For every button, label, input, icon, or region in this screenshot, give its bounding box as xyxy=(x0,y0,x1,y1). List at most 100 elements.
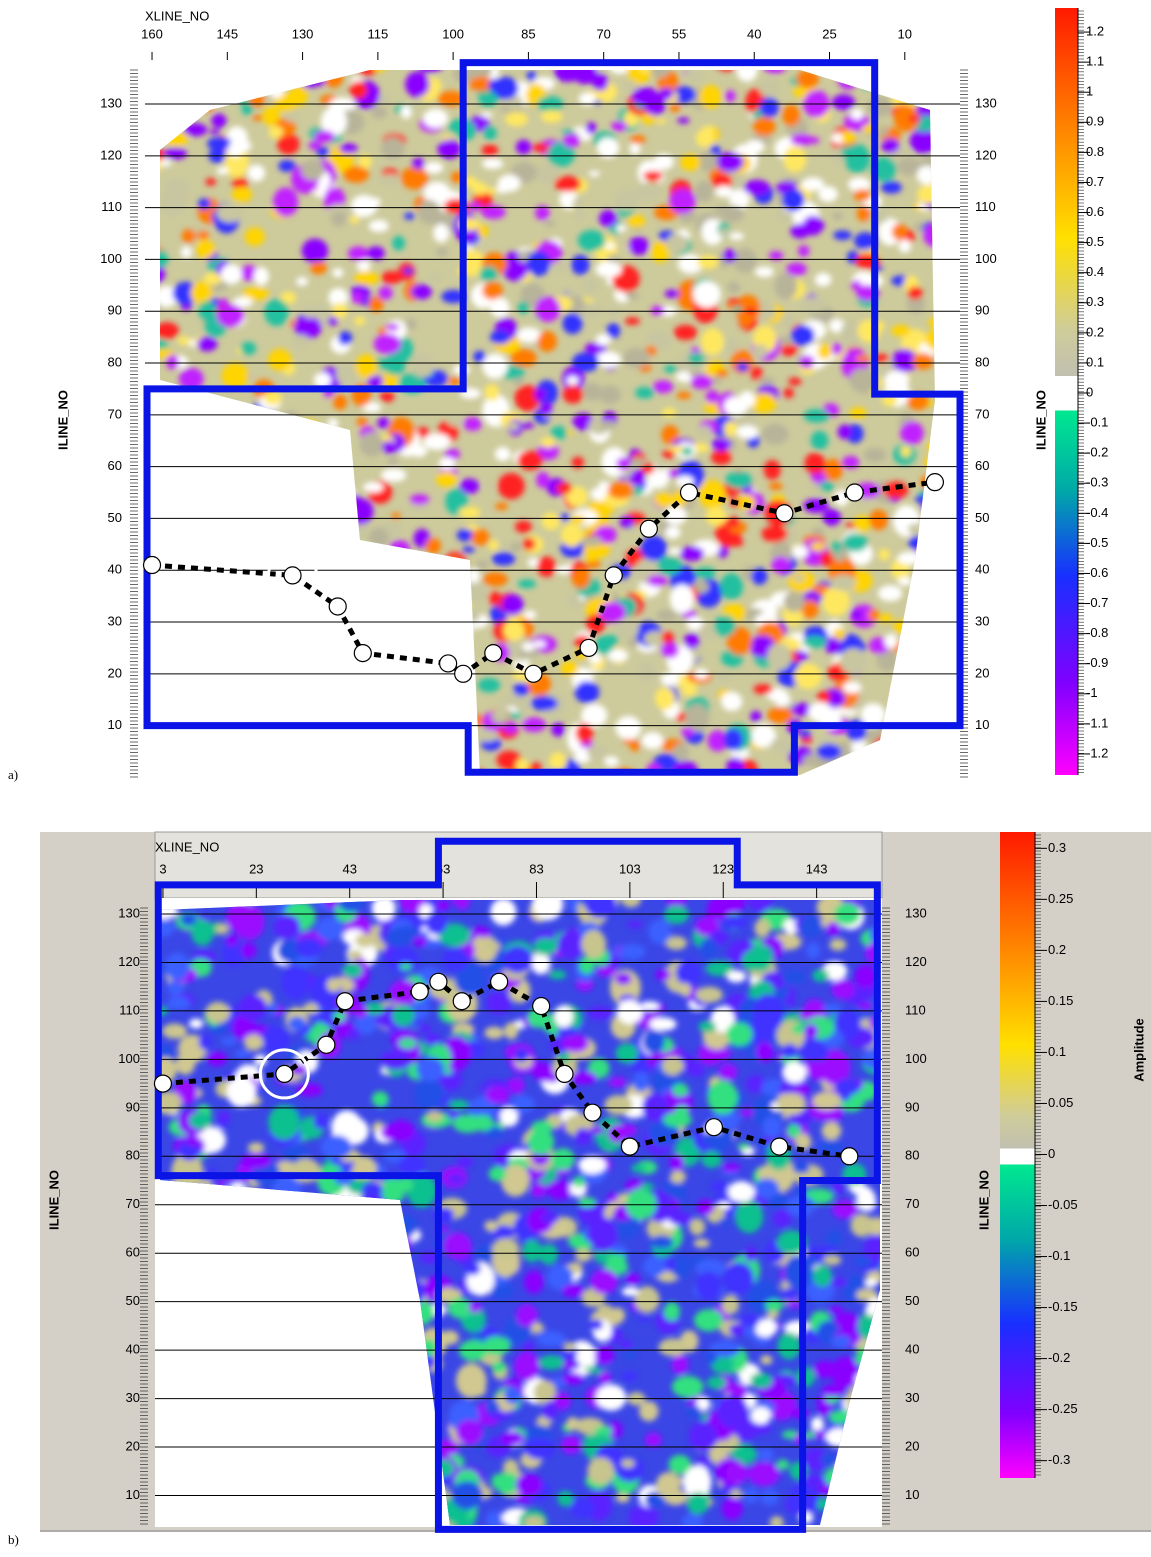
texture-blob xyxy=(927,610,935,622)
texture-blob xyxy=(619,516,635,529)
texture-blob xyxy=(482,281,503,300)
texture-blob xyxy=(356,417,368,427)
colorbar-tick-label: 0.1 xyxy=(1086,354,1104,369)
texture-blob xyxy=(655,969,671,981)
texture-blob xyxy=(735,1200,764,1234)
texture-blob xyxy=(458,604,474,612)
texture-blob xyxy=(840,320,864,348)
texture-blob xyxy=(693,1238,710,1248)
texture-blob xyxy=(227,510,252,538)
texture-blob xyxy=(850,1213,874,1237)
texture-blob xyxy=(899,75,921,92)
texture-blob xyxy=(850,108,864,120)
texture-blob xyxy=(255,496,278,518)
texture-blob xyxy=(534,296,561,323)
texture-blob xyxy=(490,1225,516,1240)
texture-blob xyxy=(273,914,301,940)
texture-blob xyxy=(274,70,302,79)
texture-blob xyxy=(302,1002,319,1015)
texture-blob xyxy=(561,1284,585,1298)
horizon-point xyxy=(604,566,623,585)
texture-blob xyxy=(277,938,302,963)
texture-blob xyxy=(284,410,299,425)
texture-blob xyxy=(437,139,461,160)
texture-blob xyxy=(663,905,690,925)
texture-blob xyxy=(565,486,589,507)
x-tick-label: 100 xyxy=(442,26,464,41)
texture-blob xyxy=(629,739,641,752)
texture-blob xyxy=(195,239,215,259)
texture-blob xyxy=(921,706,932,718)
texture-blob xyxy=(279,684,301,706)
x-tick-label: 55 xyxy=(672,26,686,41)
texture-blob xyxy=(424,161,444,174)
texture-blob xyxy=(523,331,541,342)
texture-blob xyxy=(288,1016,307,1032)
texture-blob xyxy=(439,1096,452,1103)
texture-blob xyxy=(791,1024,805,1035)
texture-blob xyxy=(328,513,353,531)
texture-blob xyxy=(561,1359,577,1370)
texture-blob xyxy=(256,493,271,503)
texture-blob xyxy=(757,376,775,386)
texture-blob xyxy=(782,104,801,127)
texture-blob xyxy=(787,1300,801,1309)
texture-blob xyxy=(521,422,535,429)
texture-blob xyxy=(504,1386,522,1405)
texture-blob xyxy=(798,1011,814,1020)
texture-blob xyxy=(760,1489,779,1506)
texture-blob xyxy=(898,239,912,253)
texture-blob xyxy=(649,1017,677,1031)
texture-blob xyxy=(197,198,211,210)
texture-blob xyxy=(769,1516,784,1525)
texture-blob xyxy=(222,938,246,967)
texture-blob xyxy=(216,304,245,328)
texture-blob xyxy=(906,761,923,775)
texture-blob xyxy=(924,454,935,470)
y-tick-label-right: 100 xyxy=(975,251,997,266)
texture-blob xyxy=(744,1246,758,1262)
texture-blob xyxy=(405,689,428,717)
texture-blob xyxy=(171,1152,204,1191)
texture-blob xyxy=(526,70,537,81)
texture-blob xyxy=(237,541,251,552)
texture-blob xyxy=(357,688,372,701)
texture-blob xyxy=(240,942,257,959)
texture-blob xyxy=(690,374,714,390)
texture-blob xyxy=(363,482,384,493)
texture-blob xyxy=(216,923,229,935)
texture-blob xyxy=(247,164,266,182)
horizon-point xyxy=(845,483,864,502)
texture-blob xyxy=(715,185,733,198)
texture-blob xyxy=(644,1432,662,1448)
y-tick-label: 120 xyxy=(118,954,140,969)
y-tick-label-right: 30 xyxy=(975,613,989,628)
texture-blob xyxy=(160,348,174,358)
y-tick-label-right: 70 xyxy=(975,406,989,421)
texture-blob xyxy=(927,439,935,454)
texture-blob xyxy=(263,390,282,406)
texture-blob xyxy=(640,1182,654,1191)
y-tick-label: 90 xyxy=(108,303,122,318)
y-tick-label-right: 40 xyxy=(975,562,989,577)
colorbar-tick-label: 0.2 xyxy=(1048,942,1066,957)
texture-blob xyxy=(596,966,618,977)
y-tick-label-right: 130 xyxy=(905,905,927,920)
texture-blob xyxy=(927,317,935,328)
texture-blob xyxy=(186,1135,201,1147)
texture-blob xyxy=(798,355,815,369)
texture-blob xyxy=(367,246,385,261)
y-tick-label: 70 xyxy=(126,1196,140,1211)
y-tick-label: 80 xyxy=(126,1148,140,1163)
texture-blob xyxy=(388,1119,415,1142)
y-tick-label: 70 xyxy=(108,406,122,421)
texture-blob xyxy=(391,618,405,633)
texture-blob xyxy=(326,977,342,992)
texture-blob xyxy=(783,591,805,613)
texture-blob xyxy=(587,744,609,761)
texture-blob xyxy=(296,277,309,286)
texture-blob xyxy=(574,751,591,764)
texture-blob xyxy=(548,970,567,980)
texture-blob xyxy=(207,70,235,86)
texture-blob xyxy=(539,1243,559,1265)
